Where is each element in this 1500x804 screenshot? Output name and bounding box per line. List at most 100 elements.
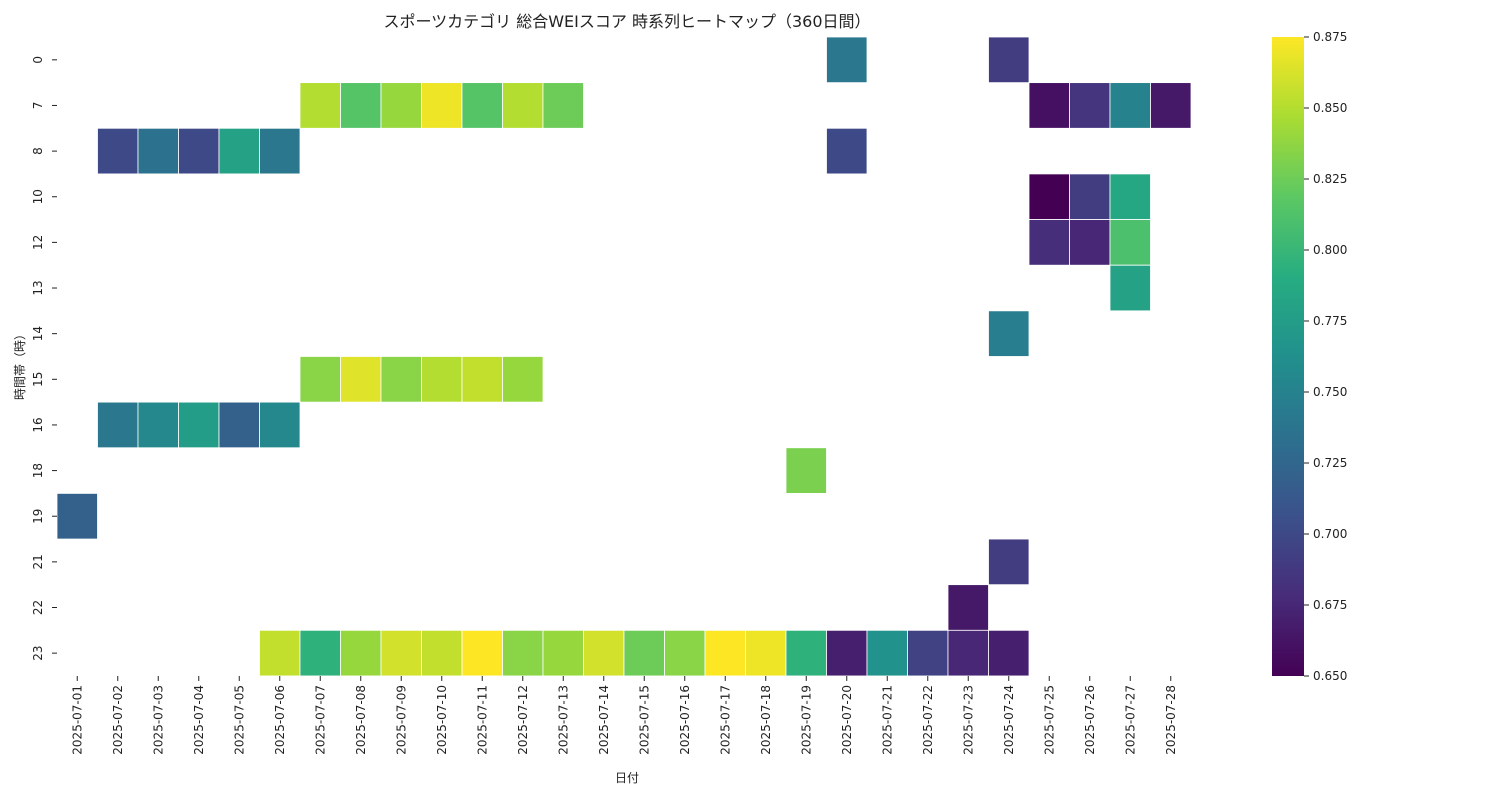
heatmap-cell [299, 629, 341, 677]
x-tick-label: 2025-07-28 [1164, 685, 1178, 755]
colorbar-tick-label: 0.725 [1313, 456, 1347, 470]
x-tick-label: 2025-07-26 [1083, 685, 1097, 755]
y-tick-label: 13 [31, 280, 45, 295]
x-axis-label: 日付 [615, 771, 639, 785]
x-tick-label: 2025-07-04 [192, 685, 206, 755]
x-tick-label: 2025-07-16 [678, 685, 692, 755]
heatmap-cell [785, 629, 827, 677]
heatmap-cell [866, 629, 908, 677]
x-tick-label: 2025-07-17 [718, 685, 732, 755]
heatmap-cell [542, 629, 584, 677]
x-tick-label: 2025-07-14 [597, 685, 611, 755]
heatmap-cell [704, 629, 746, 677]
x-tick-label: 2025-07-21 [880, 685, 894, 755]
heatmap-cell [340, 629, 382, 677]
y-tick-label: 0 [31, 56, 45, 64]
heatmap-cell [380, 82, 422, 129]
x-tick-label: 2025-07-19 [799, 685, 813, 755]
heatmap-cell [299, 82, 341, 129]
heatmap-cell [340, 356, 382, 403]
heatmap-cell [988, 310, 1030, 357]
y-axis-label: 時間帯（時） [13, 328, 27, 400]
heatmap-cell [178, 401, 220, 449]
heatmap-cell [826, 629, 868, 677]
heatmap-cell [259, 127, 301, 175]
colorbar-ticks: 0.650 0.675 0.700 0.725 0.750 0.775 0.800 0.825… [1304, 30, 1347, 683]
heatmap-cell [421, 629, 463, 677]
heatmap-cell [461, 356, 503, 403]
x-tick-label: 2025-07-27 [1123, 685, 1137, 755]
y-tick-label: 15 [31, 372, 45, 387]
heatmap-cell [461, 82, 503, 129]
heatmap-cell [421, 82, 463, 129]
heatmap-cell [56, 492, 98, 540]
heatmap-cell [947, 584, 989, 631]
heatmap-cell [623, 629, 665, 677]
y-tick-label: 19 [31, 509, 45, 524]
x-tick-label: 2025-07-06 [273, 685, 287, 755]
heatmap-cell [542, 82, 584, 129]
heatmap-cell [218, 401, 260, 449]
heatmap-cell [1109, 173, 1151, 220]
y-axis-ticks: 0 7 8 10 12 13 14 15 16 18 19 21 22 23 [31, 56, 57, 661]
x-tick-label: 2025-07-01 [70, 685, 84, 755]
y-tick-label: 18 [31, 463, 45, 478]
heatmap-cell [826, 36, 868, 84]
heatmap-cell [826, 127, 868, 175]
y-tick-label: 8 [31, 147, 45, 155]
x-tick-label: 2025-07-02 [111, 685, 125, 755]
heatmap-cell [299, 356, 341, 403]
heatmap-cell [1150, 82, 1192, 129]
x-tick-label: 2025-07-13 [556, 685, 570, 755]
heatmap-cell [664, 629, 706, 677]
heatmap-cell [137, 401, 179, 449]
heatmap-cell [137, 127, 179, 175]
heatmap-cell [785, 447, 827, 494]
x-tick-label: 2025-07-24 [1002, 685, 1016, 755]
y-tick-label: 22 [31, 600, 45, 615]
heatmap-cell [745, 629, 787, 677]
heatmap-cell [178, 127, 220, 175]
heatmap-cell [461, 629, 503, 677]
x-tick-label: 2025-07-10 [435, 685, 449, 755]
x-tick-label: 2025-07-05 [232, 685, 246, 755]
heatmap-cell [1109, 219, 1151, 266]
heatmap-cell [1109, 264, 1151, 312]
x-axis-ticks: 2025-07-01 2025-07-02 2025-07-03 2025-07-04… [70, 675, 1178, 755]
heatmap-cell [259, 629, 301, 677]
x-tick-label: 2025-07-18 [759, 685, 773, 755]
heatmap-cell [502, 629, 544, 677]
x-tick-label: 2025-07-23 [961, 685, 975, 755]
heatmap-cell [421, 356, 463, 403]
colorbar-tick-label: 0.800 [1313, 243, 1347, 257]
colorbar-tick-label: 0.675 [1313, 598, 1347, 612]
y-tick-label: 7 [31, 102, 45, 110]
heatmap-cell [1028, 173, 1070, 220]
heatmap-cell [1028, 82, 1070, 129]
colorbar-tick-label: 0.700 [1313, 527, 1347, 541]
heatmap-cell [1069, 82, 1111, 129]
y-tick-label: 23 [31, 645, 45, 660]
colorbar [1272, 37, 1304, 676]
x-tick-label: 2025-07-03 [151, 685, 165, 755]
x-tick-label: 2025-07-08 [354, 685, 368, 755]
heatmap-cell [380, 629, 422, 677]
y-tick-label: 12 [31, 235, 45, 250]
heatmap-cell [340, 82, 382, 129]
heatmap-cell [1069, 173, 1111, 220]
heatmap-cell [97, 401, 139, 449]
heatmap-cell [502, 82, 544, 129]
x-tick-label: 2025-07-09 [394, 685, 408, 755]
heatmap-cell [502, 356, 544, 403]
heatmap-cell [988, 36, 1030, 84]
colorbar-tick-label: 0.850 [1313, 101, 1347, 115]
colorbar-tick-label: 0.875 [1313, 30, 1347, 44]
colorbar-tick-label: 0.775 [1313, 314, 1347, 328]
y-tick-label: 16 [31, 417, 45, 432]
heatmap-cell [583, 629, 625, 677]
colorbar-tick-label: 0.750 [1313, 385, 1347, 399]
heatmap-cells [56, 36, 1192, 677]
heatmap-cell [1109, 82, 1151, 129]
